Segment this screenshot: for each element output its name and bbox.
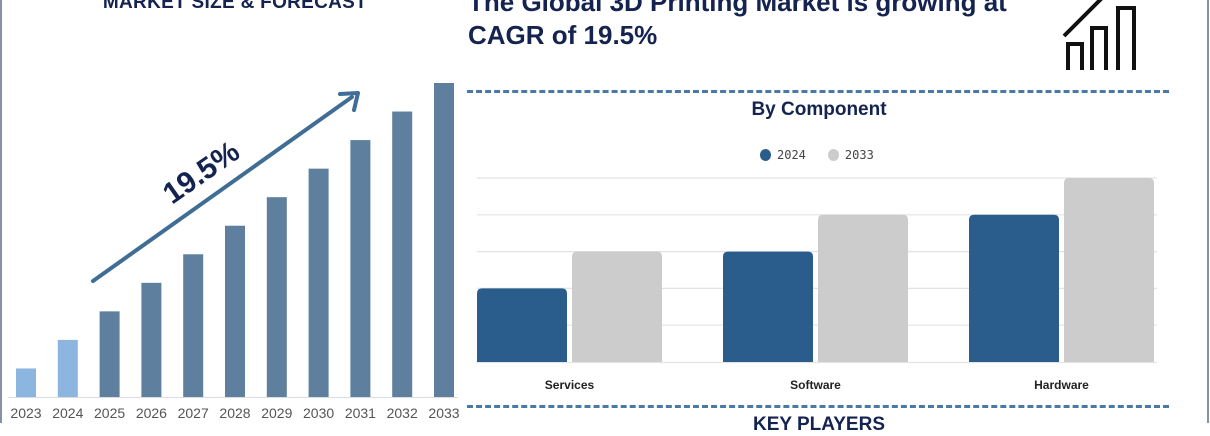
x-tick-2029: 2029 (261, 405, 292, 421)
bar-2025 (99, 311, 120, 397)
bar-2029 (266, 197, 287, 397)
legend-swatch-2024 (760, 149, 771, 161)
bar-2032 (392, 111, 413, 397)
bar-2030 (308, 168, 329, 397)
bar-2027 (183, 254, 204, 397)
x-tick-2023: 2023 (10, 405, 41, 421)
legend-label-2024: 2024 (777, 148, 806, 162)
x-tick-software: Software (790, 378, 841, 392)
cagr-annotation: 19.5% (157, 135, 246, 211)
x-tick-2033: 2033 (428, 405, 459, 421)
growth-chart-icon (1062, 0, 1136, 70)
legend-item-2024: 2024 (760, 148, 806, 162)
x-tick-services: Services (545, 378, 595, 392)
bar-software-2033 (818, 214, 908, 362)
bar-hardware-2024 (969, 214, 1059, 362)
frame-left-border (0, 0, 2, 423)
legend-label-2033: 2033 (844, 148, 874, 162)
x-tick-2028: 2028 (219, 405, 250, 421)
key-players-title: KEY PLAYERS (753, 414, 885, 435)
x-tick-2026: 2026 (136, 405, 167, 421)
bar-hardware-2033 (1064, 178, 1154, 362)
x-tick-2025: 2025 (94, 405, 125, 421)
bar-2033 (434, 83, 454, 397)
main-title-line1: The Global 3D Printing Market is growing… (468, 0, 1007, 17)
legend-item-2033: 2033 (827, 148, 874, 162)
growth-arrow-line (91, 95, 354, 283)
bar-2028 (225, 225, 245, 397)
x-tick-2024: 2024 (52, 405, 83, 421)
main-title: The Global 3D Printing Market is growing… (468, 0, 1088, 52)
bar-2023 (16, 368, 36, 397)
by-component-title: By Component (751, 99, 887, 120)
main-title-line2: CAGR of 19.5% (468, 20, 658, 50)
bar-software-2024 (723, 251, 813, 362)
bar-2026 (141, 282, 162, 397)
bar-2024 (57, 339, 78, 397)
divider-bottom (467, 405, 1169, 408)
x-tick-hardware: Hardware (1034, 378, 1089, 392)
growth-arrow-head (338, 91, 360, 112)
bar-2031 (350, 140, 371, 397)
x-tick-2027: 2027 (178, 405, 209, 421)
bar-services-2024 (477, 288, 567, 362)
x-tick-2031: 2031 (345, 405, 376, 421)
legend-swatch-2033 (827, 149, 839, 161)
market-size-chart: 2023 2024 2025 2026 2027 2028 2029 2030 2031 2032… (8, 83, 460, 421)
x-tick-2030: 2030 (303, 405, 334, 421)
chart-legend: 2024 2033 (760, 148, 874, 162)
divider-top (467, 90, 1169, 93)
x-tick-2032: 2032 (387, 405, 418, 421)
market-size-title: MARKET SIZE & FORECAST (102, 0, 368, 13)
by-component-chart: Services Software Hardware (477, 177, 1157, 392)
bar-services-2033 (572, 251, 662, 362)
frame-right-border (1207, 0, 1209, 423)
